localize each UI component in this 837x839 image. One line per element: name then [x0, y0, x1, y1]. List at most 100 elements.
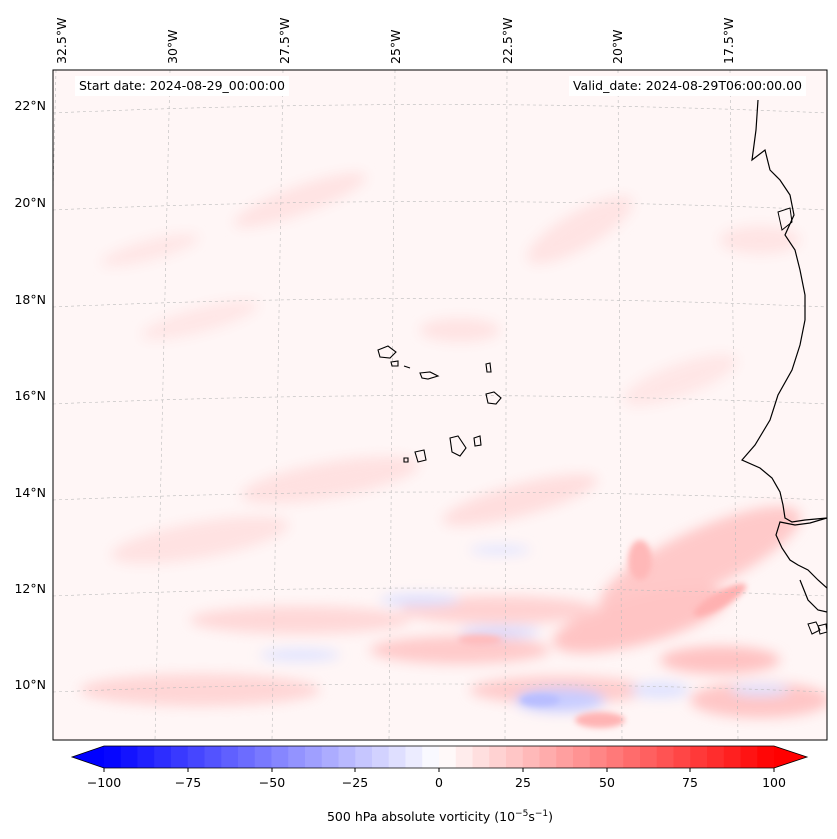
- negative-patch: [730, 684, 790, 696]
- negative-patch: [260, 649, 340, 661]
- colorbar-segments: [104, 746, 775, 768]
- colorbar-segment: [723, 746, 741, 768]
- positive-streak: [527, 196, 633, 264]
- colorbar-segment: [405, 746, 423, 768]
- colorbar-segment: [472, 746, 490, 768]
- negative-patch: [470, 545, 530, 555]
- parallel-line: [53, 683, 827, 693]
- field-cores: [458, 540, 747, 728]
- positive-band: [660, 646, 780, 674]
- senegal-gambia-coastline: [775, 517, 827, 589]
- parallel-line: [53, 104, 827, 114]
- negative-core: [520, 694, 560, 706]
- latitude-labels: 22°N 20°N 18°N 16°N 14°N 12°N 10°N: [14, 98, 46, 692]
- positive-core: [575, 712, 625, 728]
- colorbar-segment: [187, 746, 205, 768]
- fogo-island: [414, 449, 427, 463]
- guinea-bissau-coastline: [799, 579, 827, 613]
- meridian-line: [617, 70, 623, 740]
- lon-label: 30°W: [165, 29, 180, 64]
- colorbar-tick-label: −100: [87, 775, 121, 790]
- colorbar-segment: [506, 746, 524, 768]
- colorbar-segment: [623, 746, 641, 768]
- colorbar-segment: [740, 746, 758, 768]
- colorbar-tick-label: −25: [342, 775, 368, 790]
- colorbar-ticks: −100 −75 −50 −25 0 25 50 75 100: [87, 768, 786, 790]
- meridian-line: [388, 70, 396, 740]
- parallel-line: [53, 201, 827, 211]
- positive-streak: [111, 516, 289, 564]
- colorbar-tick-label: 25: [515, 775, 531, 790]
- colorbar-tick-label: −50: [259, 775, 285, 790]
- colorbar-segment: [489, 746, 507, 768]
- positive-band: [690, 682, 827, 718]
- colorbar-segment: [372, 746, 390, 768]
- positive-streak: [101, 233, 199, 267]
- colorbar-segment: [673, 746, 691, 768]
- colorbar-tick-label: 0: [435, 775, 443, 790]
- maio-island: [473, 435, 482, 447]
- meridian-line: [729, 70, 739, 740]
- colorbar-segment: [321, 746, 339, 768]
- colorbar-segment: [137, 746, 155, 768]
- colorbar-segment: [288, 746, 306, 768]
- colorbar-segment: [640, 746, 658, 768]
- colorbar-segment: [120, 746, 138, 768]
- lon-label: 20°W: [610, 29, 625, 64]
- lat-label: 14°N: [14, 485, 46, 500]
- positive-streak: [141, 300, 259, 340]
- positive-streak: [720, 226, 800, 254]
- positive-streak: [234, 172, 366, 228]
- colorbar-segment: [422, 746, 440, 768]
- colorbar-segment: [154, 746, 172, 768]
- colorbar-segment: [388, 746, 406, 768]
- parallel-line: [53, 298, 827, 308]
- positive-band: [552, 587, 728, 653]
- colorbar-segment: [690, 746, 708, 768]
- colorbar-tick-label: −75: [175, 775, 201, 790]
- positive-streak: [442, 474, 598, 526]
- vorticity-field: [53, 70, 827, 740]
- lon-label: 32.5°W: [54, 18, 69, 64]
- colorbar-segment: [589, 746, 607, 768]
- positive-band: [599, 506, 801, 614]
- meridian-line: [504, 70, 508, 740]
- cap-vert-peninsula: [777, 207, 793, 231]
- lat-label: 20°N: [14, 195, 46, 210]
- colorbar-segment: [238, 746, 256, 768]
- sao-nicolau-island: [419, 371, 440, 380]
- lon-label: 25°W: [388, 29, 403, 64]
- colorbar-segment: [455, 746, 473, 768]
- positive-streak: [623, 354, 737, 406]
- colorbar-segment: [573, 746, 591, 768]
- boa-vista-island: [485, 391, 502, 405]
- parallel-line: [53, 491, 827, 501]
- meridian-line: [271, 70, 284, 740]
- colorbar-min-arrow: [72, 746, 104, 768]
- cape-verde-islands: [377, 345, 502, 463]
- longitude-labels: 32.5°W 30°W 27.5°W 25°W 22.5°W 20°W 17.5…: [54, 18, 736, 64]
- colorbar-segment: [305, 746, 323, 768]
- africa-coastline: [741, 99, 827, 523]
- colorbar-segment: [355, 746, 373, 768]
- colorbar-tick-label: 100: [762, 775, 786, 790]
- negative-patch: [380, 594, 460, 606]
- sal-island: [485, 362, 492, 373]
- positive-core: [628, 540, 652, 580]
- colorbar-segment: [271, 746, 289, 768]
- positive-streak: [420, 318, 500, 342]
- lat-label: 22°N: [14, 98, 46, 113]
- positive-band: [370, 636, 550, 664]
- colorbar-segment: [556, 746, 574, 768]
- colorbar-segment: [757, 746, 775, 768]
- colorbar-label: 500 hPa absolute vorticity (10−5s−1): [327, 809, 553, 824]
- colorbar-tick-label: 75: [682, 775, 698, 790]
- valid-date-label: Valid_date: 2024-08-29T06:00:00.00: [568, 76, 806, 96]
- colorbar-segment: [522, 746, 540, 768]
- negative-patch: [630, 682, 690, 698]
- colorbar-segment: [439, 746, 457, 768]
- colorbar-segment: [221, 746, 239, 768]
- field-blobs: [80, 172, 827, 718]
- start-date-label: Start date: 2024-08-29_00:00:00: [75, 76, 289, 96]
